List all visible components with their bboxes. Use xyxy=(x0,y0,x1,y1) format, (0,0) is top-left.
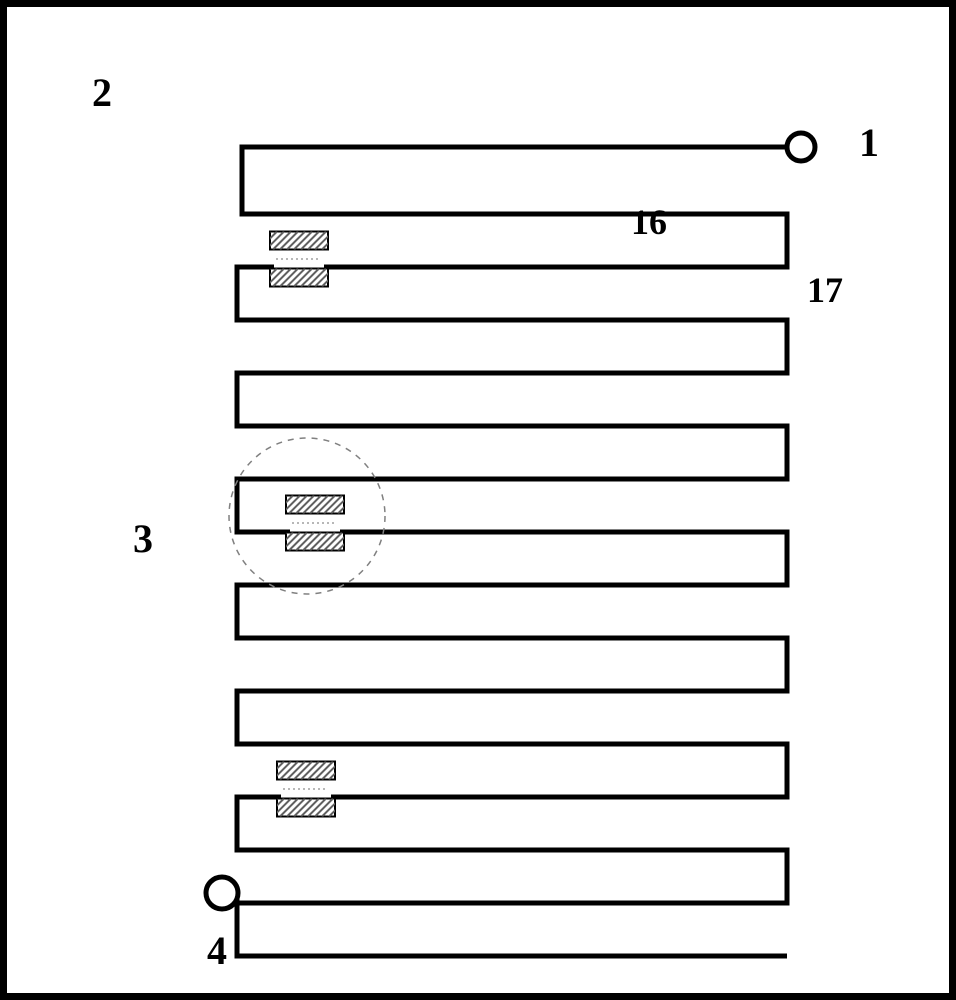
label-4: 4 xyxy=(207,927,227,974)
inlet-port xyxy=(787,133,815,161)
diagram-frame: 1 2 3 4 16 17 xyxy=(0,0,956,1000)
label-1: 1 xyxy=(859,119,879,166)
label-16: 16 xyxy=(631,201,667,243)
label-3: 3 xyxy=(133,515,153,562)
outlet-port xyxy=(206,877,238,909)
label-2: 2 xyxy=(92,69,112,116)
diagram-svg xyxy=(7,7,949,993)
label-17: 17 xyxy=(807,269,843,311)
